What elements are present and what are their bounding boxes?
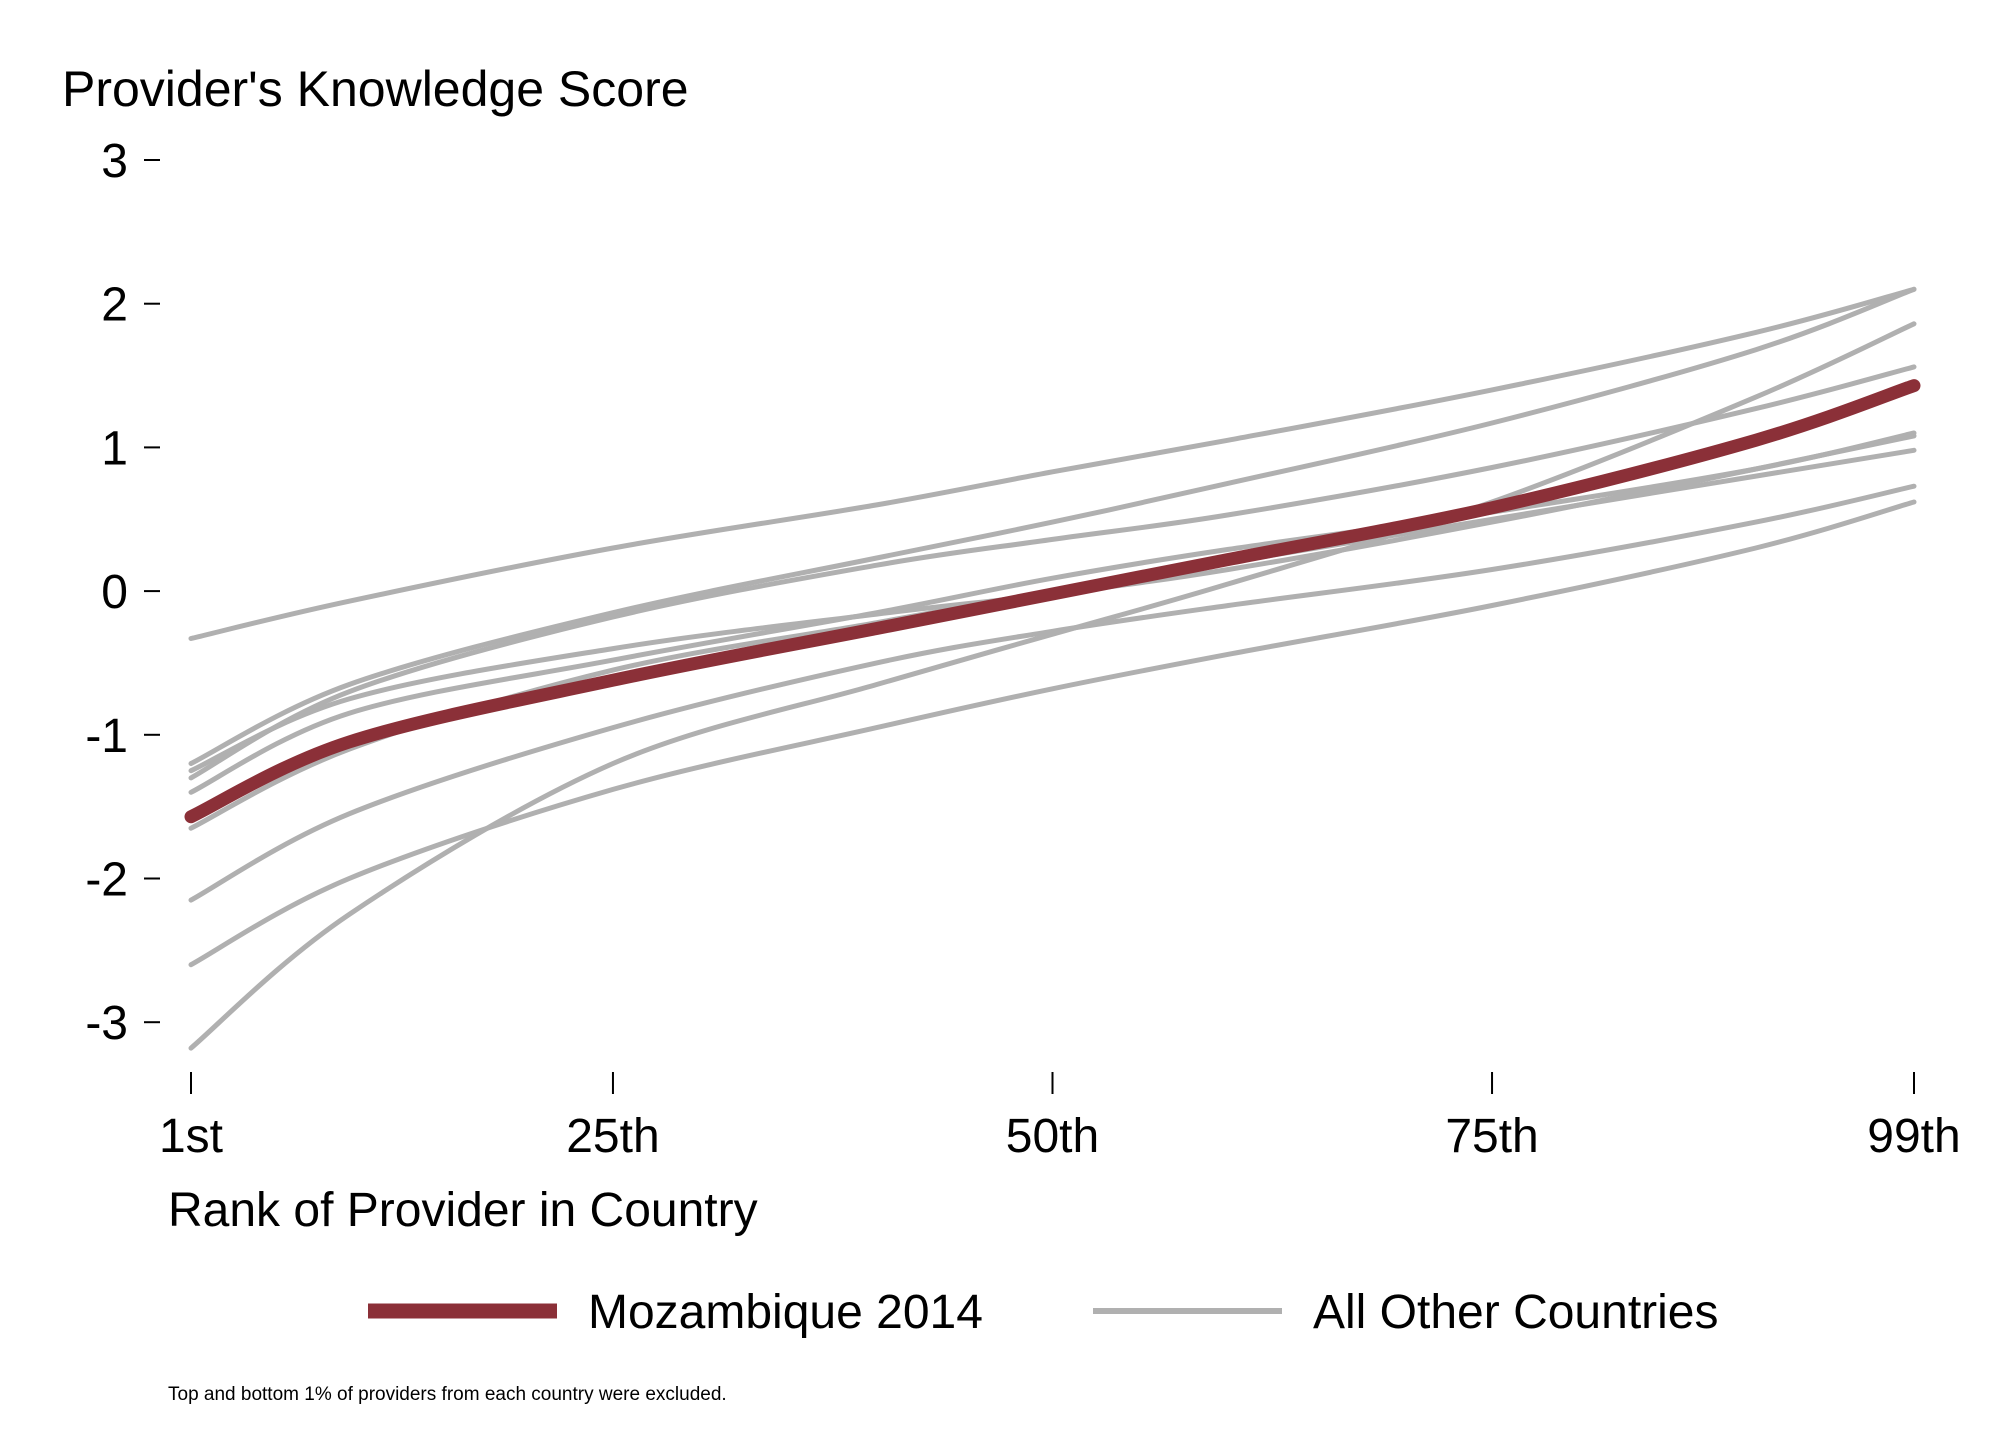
y-tick-label: 0 — [101, 566, 128, 619]
other-country-line — [188, 364, 1917, 781]
mozambique-line — [184, 379, 1921, 824]
x-tick-label: 25th — [566, 1110, 659, 1163]
other-country-line — [188, 499, 1917, 968]
x-tick-label: 99th — [1867, 1110, 1960, 1163]
y-tick-label: 2 — [101, 279, 128, 332]
mozambique-line-group — [184, 379, 1921, 824]
x-axis-title: Rank of Provider in Country — [168, 1184, 758, 1237]
y-tick-label: -2 — [85, 854, 128, 907]
other-country-line — [188, 447, 1917, 831]
x-axis: 1st 25th 50th 75th 99th — [159, 1072, 1961, 1163]
x-tick-label: 50th — [1006, 1110, 1099, 1163]
other-country-line — [188, 483, 1917, 903]
legend-label-other-countries: All Other Countries — [1313, 1286, 1719, 1339]
y-tick-label: -3 — [85, 997, 128, 1050]
y-axis-title: Provider's Knowledge Score — [62, 61, 689, 117]
y-tick-label: 3 — [101, 135, 128, 188]
legend-label-mozambique: Mozambique 2014 — [588, 1286, 983, 1339]
legend: Mozambique 2014 All Other Countries — [368, 1286, 1719, 1339]
y-tick-label: -1 — [85, 710, 128, 763]
other-country-line — [188, 286, 1917, 641]
x-tick-label: 75th — [1445, 1110, 1538, 1163]
y-axis: 3 2 1 0 -1 -2 -3 — [85, 135, 160, 1050]
other-country-lines — [188, 286, 1917, 1051]
y-tick-label: 1 — [101, 422, 128, 475]
other-country-line — [188, 286, 1917, 766]
other-country-line — [188, 430, 1917, 795]
other-country-line — [188, 321, 1917, 1051]
x-tick-label: 1st — [159, 1110, 223, 1163]
footnote: Top and bottom 1% of providers from each… — [168, 1384, 727, 1405]
